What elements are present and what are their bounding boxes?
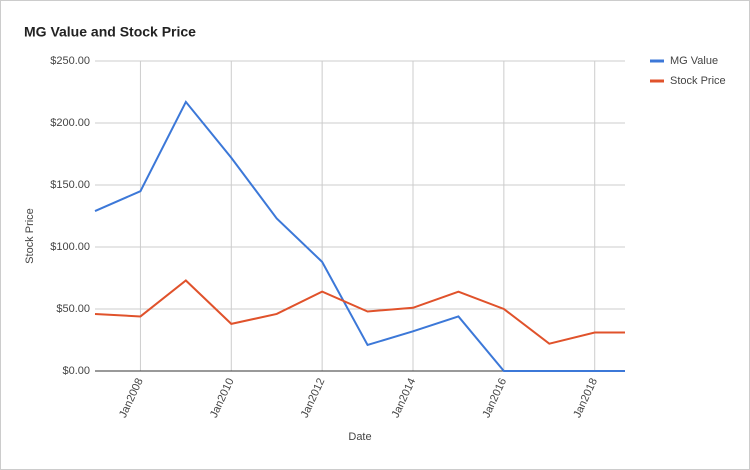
y-tick-label: $0.00	[62, 365, 90, 377]
y-tick-label: $150.00	[50, 179, 90, 191]
chart-title: MG Value and Stock Price	[24, 24, 196, 40]
y-tick-label: $200.00	[50, 117, 90, 129]
y-tick-label: $250.00	[50, 55, 90, 67]
legend-label: MG Value	[670, 55, 718, 67]
line-series	[94, 100, 625, 372]
y-tick-label: $100.00	[50, 241, 90, 253]
x-axis-label: Date	[348, 431, 371, 443]
y-tick-label: $50.00	[56, 303, 90, 315]
line-series	[94, 279, 625, 345]
legend-label: Stock Price	[670, 75, 726, 87]
y-axis-label: Stock Price	[24, 208, 36, 264]
